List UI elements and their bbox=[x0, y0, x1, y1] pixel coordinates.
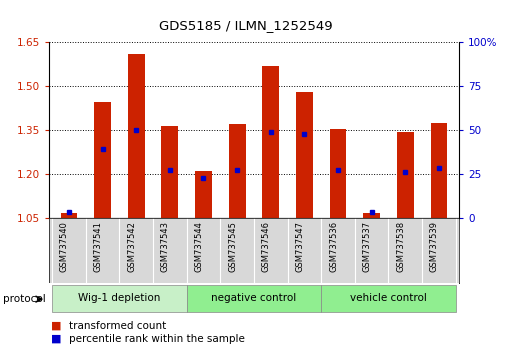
Bar bbox=[162, 126, 178, 218]
Text: GDS5185 / ILMN_1252549: GDS5185 / ILMN_1252549 bbox=[160, 19, 333, 33]
Bar bbox=[94, 102, 111, 218]
Bar bbox=[52, 285, 187, 312]
Text: GSM737542: GSM737542 bbox=[127, 221, 136, 272]
Text: GSM737537: GSM737537 bbox=[363, 221, 372, 272]
Bar bbox=[363, 213, 380, 218]
Bar bbox=[321, 285, 456, 312]
Text: transformed count: transformed count bbox=[69, 321, 167, 331]
Bar bbox=[61, 213, 77, 218]
Text: GSM737547: GSM737547 bbox=[295, 221, 304, 272]
Bar bbox=[262, 66, 279, 218]
Bar bbox=[430, 123, 447, 218]
Bar bbox=[187, 285, 321, 312]
Text: GSM737546: GSM737546 bbox=[262, 221, 271, 272]
Text: GSM737541: GSM737541 bbox=[93, 221, 103, 272]
Bar bbox=[128, 54, 145, 218]
Text: GSM737543: GSM737543 bbox=[161, 221, 170, 272]
Text: percentile rank within the sample: percentile rank within the sample bbox=[69, 334, 245, 344]
Bar bbox=[330, 129, 346, 218]
Text: vehicle control: vehicle control bbox=[350, 293, 427, 303]
Text: ■: ■ bbox=[51, 334, 62, 344]
Text: Wig-1 depletion: Wig-1 depletion bbox=[78, 293, 161, 303]
Text: GSM737540: GSM737540 bbox=[60, 221, 69, 272]
Bar bbox=[229, 124, 246, 218]
Text: GSM737545: GSM737545 bbox=[228, 221, 237, 272]
Text: protocol: protocol bbox=[3, 294, 45, 304]
Text: GSM737539: GSM737539 bbox=[430, 221, 439, 272]
Text: GSM737544: GSM737544 bbox=[194, 221, 204, 272]
Text: negative control: negative control bbox=[211, 293, 297, 303]
Text: GSM737536: GSM737536 bbox=[329, 221, 338, 272]
Bar bbox=[397, 132, 413, 218]
Text: ■: ■ bbox=[51, 321, 62, 331]
Bar bbox=[195, 171, 212, 218]
Text: GSM737538: GSM737538 bbox=[397, 221, 405, 272]
Bar bbox=[296, 92, 313, 218]
